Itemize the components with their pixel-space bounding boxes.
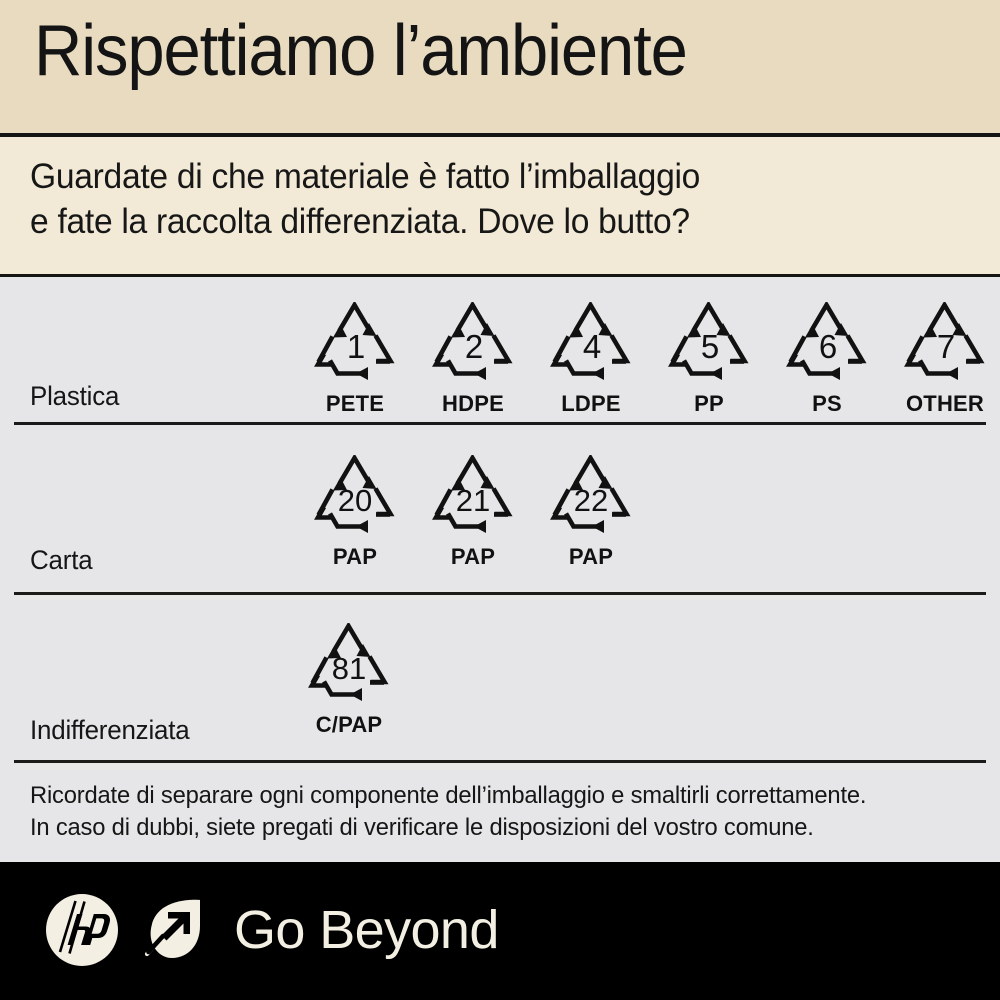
symbol-code: PAP [450,544,496,569]
symbol-number: 6 [819,328,837,365]
table-row-plastica: Plastica [0,277,1000,422]
mobius-triangle-icon: 22 [550,455,631,533]
brand-bar: Go Beyond [0,862,1000,1000]
brand-tagline: Go Beyond [234,900,499,960]
footnote-line-1: Ricordate di separare ogni componente de… [30,782,867,809]
footnote-line-2: In caso di dubbi, siete pregati di verif… [30,814,814,842]
symbol-group-carta: 20 PAP [296,455,650,570]
page-title: Rispettiamo l’ambiente [34,11,688,91]
row-label-carta: Carta [30,545,93,575]
symbol-number: 7 [937,328,955,365]
table-row-carta: Carta [0,425,1000,592]
symbol-number: 20 [338,483,372,518]
symbol-number: 5 [701,328,719,365]
symbol-code: HDPE [442,391,504,416]
symbol-code: PS [812,391,842,416]
recycling-symbol-pap-21: 21 PAP [414,455,532,570]
recycling-symbol-pete: 1 PETE [296,302,414,417]
materials-table: Plastica [0,277,1000,862]
symbol-code: PAP [568,544,614,569]
symbol-code: PETE [325,391,385,416]
mobius-triangle-icon: 20 [314,455,395,533]
hp-circle-logo-icon [46,894,118,966]
symbol-code: LDPE [561,391,621,416]
recycling-symbol-pap-22: 22 PAP [532,455,650,570]
mobius-triangle-icon: 4 [550,302,631,380]
symbol-number: 81 [332,651,366,686]
subhead-line-1: Guardate di che materiale è fatto l’imba… [30,157,701,196]
table-row-indifferenziata: Indifferenziata [0,595,1000,760]
mobius-triangle-icon: 7 [904,302,985,380]
symbol-group-indifferenziata: 81 C/PAP [290,623,408,738]
row-label-indifferenziata: Indifferenziata [30,715,190,745]
symbol-number: 22 [574,483,608,518]
symbol-number: 4 [583,328,601,365]
subhead-line-2: e fate la raccolta differenziata. Dove l… [30,201,690,241]
recycling-symbol-pap-20: 20 PAP [296,455,414,570]
mobius-triangle-icon: 6 [786,302,867,380]
brand-lockup: Go Beyond [44,892,499,968]
row-divider-3 [14,760,986,763]
footnote-text: Ricordate di separare ogni componente de… [30,780,952,845]
symbol-code: C/PAP [315,712,383,737]
symbol-code: PP [694,391,724,416]
leaf-arrow-icon [144,899,200,958]
mobius-triangle-icon: 21 [432,455,513,533]
row-label-plastica: Plastica [30,381,120,411]
subhead-divider [0,274,1000,278]
symbol-code: OTHER [906,391,984,416]
subhead-band: Guardate di che materiale è fatto l’imba… [0,137,1000,274]
mobius-triangle-icon: 81 [308,623,389,701]
row-divider-1 [14,422,986,425]
symbol-number: 2 [465,328,483,365]
subhead-text: Guardate di che materiale è fatto l’imba… [30,155,932,245]
symbol-code: PAP [332,544,378,569]
header-band: Rispettiamo l’ambiente [0,0,1000,133]
recycling-symbol-ps: 6 PS [768,302,886,417]
row-divider-2 [14,592,986,595]
mobius-triangle-icon: 2 [432,302,513,380]
symbol-number: 1 [347,328,365,365]
mobius-triangle-icon: 5 [668,302,749,380]
recycling-symbol-cpap-81: 81 C/PAP [290,623,408,738]
symbol-group-plastica: 1 PETE [296,302,1000,417]
header-divider [0,133,1000,137]
recycling-symbol-ldpe: 4 LDPE [532,302,650,417]
recycling-symbol-hdpe: 2 HDPE [414,302,532,417]
symbol-number: 21 [456,483,490,518]
recycling-symbol-other: 7 OTHER [886,302,1000,417]
mobius-triangle-icon: 1 [314,302,395,380]
recycling-symbol-pp: 5 PP [650,302,768,417]
